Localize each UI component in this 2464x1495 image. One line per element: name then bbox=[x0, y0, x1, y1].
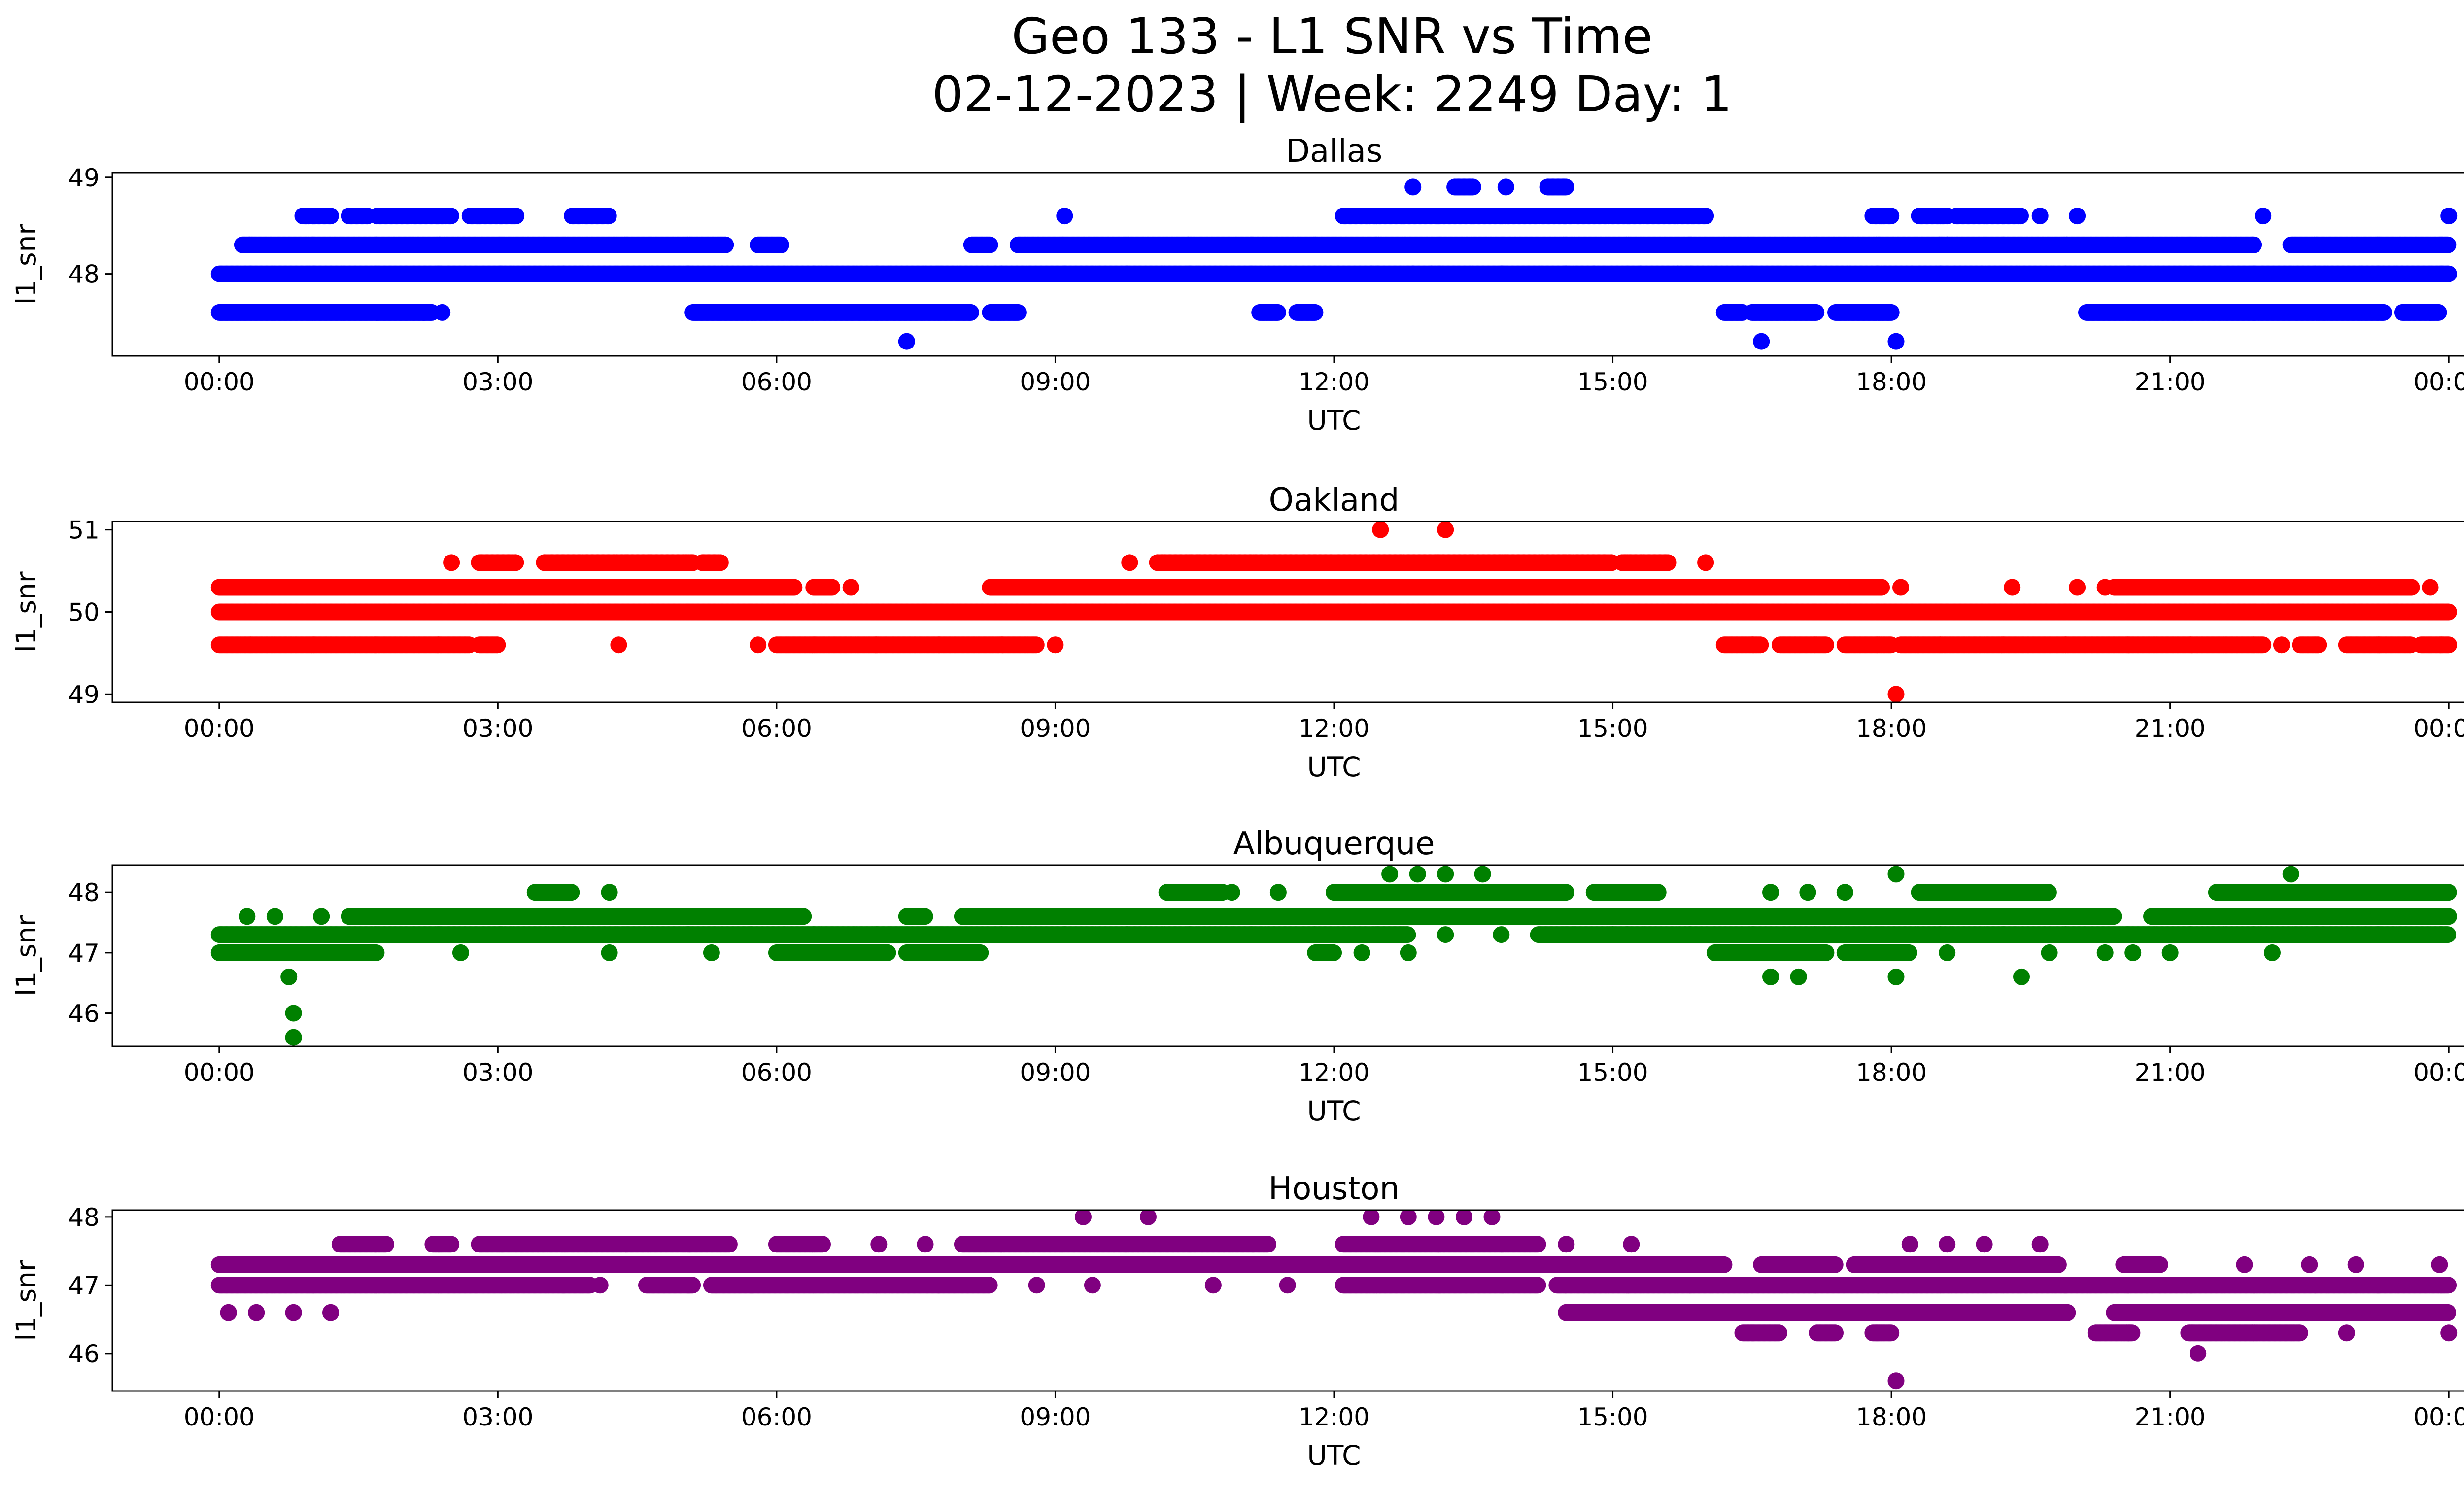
data-point bbox=[1808, 304, 1825, 321]
data-point bbox=[898, 333, 915, 350]
x-tick-label: 00:00 bbox=[184, 368, 255, 396]
data-point bbox=[1056, 208, 1073, 225]
subplot-title: Oakland bbox=[1269, 482, 1400, 519]
data-point bbox=[369, 304, 386, 321]
data-point bbox=[600, 208, 617, 225]
data-point bbox=[1363, 265, 1380, 282]
x-tick-label: 21:00 bbox=[2135, 368, 2206, 396]
data-point bbox=[1585, 265, 1603, 282]
x-tick-label: 09:00 bbox=[1020, 368, 1091, 396]
data-point bbox=[1497, 178, 1514, 196]
scatter-series-dallas bbox=[210, 178, 2458, 350]
data-point bbox=[415, 304, 432, 321]
x-tick-label: 06:00 bbox=[741, 368, 812, 396]
data-point bbox=[442, 208, 459, 225]
data-point bbox=[962, 304, 979, 321]
data-point bbox=[717, 236, 734, 253]
data-point bbox=[1939, 236, 1956, 253]
y-tick-label: 49 bbox=[68, 164, 100, 192]
figure-title-line-2: 02-12-2023 | Week: 2249 Day: 1 bbox=[932, 66, 1732, 123]
data-point bbox=[1404, 178, 1422, 196]
data-point bbox=[1753, 333, 1770, 350]
data-point bbox=[1464, 178, 1481, 196]
subplots: Dallas 00:00 03:00 06:00 09:00 12:00 15:00 18:0… bbox=[10, 133, 2464, 1471]
data-point bbox=[1887, 333, 1905, 350]
x-tick-label: 15:00 bbox=[1577, 368, 1648, 396]
subplot-title: Dallas bbox=[1286, 133, 1383, 170]
x-tick-label: 12:00 bbox=[1299, 368, 1369, 396]
data-point bbox=[2031, 208, 2049, 225]
data-point bbox=[434, 304, 451, 321]
data-point bbox=[2375, 304, 2392, 321]
data-point bbox=[2012, 208, 2029, 225]
figure-title-line-1: Geo 133 - L1 SNR vs Time bbox=[1012, 7, 1653, 65]
data-point bbox=[1493, 265, 1510, 282]
data-point bbox=[508, 208, 525, 225]
data-point bbox=[1697, 208, 1714, 225]
data-point bbox=[981, 236, 998, 253]
data-point bbox=[1882, 208, 1900, 225]
data-point bbox=[1669, 265, 1686, 282]
data-point bbox=[1009, 304, 1027, 321]
x-tick-label: 03:00 bbox=[462, 368, 533, 396]
data-point bbox=[2255, 208, 2272, 225]
data-point bbox=[2440, 208, 2458, 225]
data-point bbox=[1306, 304, 1324, 321]
data-point bbox=[1882, 304, 1900, 321]
x-axis-label: UTC bbox=[1307, 405, 1361, 436]
data-point bbox=[2440, 265, 2457, 282]
y-axis-label: l1_snr bbox=[10, 224, 42, 305]
data-point bbox=[772, 236, 789, 253]
data-point bbox=[1269, 304, 1286, 321]
data-point bbox=[1632, 265, 1649, 282]
data-point bbox=[1404, 265, 1422, 282]
y-tick-label: 48 bbox=[68, 260, 100, 289]
x-tick-label: 00:00 bbox=[2413, 368, 2464, 396]
data-point bbox=[1557, 178, 1574, 196]
scatter-series-oakland bbox=[210, 522, 2457, 702]
subplot-dallas: Dallas 00:00 03:00 06:00 09:00 12:00 15:00 18:0… bbox=[10, 133, 2464, 436]
data-point bbox=[1558, 265, 1575, 282]
data-point bbox=[2069, 208, 2086, 225]
x-tick-label: 18:00 bbox=[1856, 368, 1927, 396]
data-point bbox=[1423, 265, 1440, 282]
data-point bbox=[322, 208, 339, 225]
data-point bbox=[2245, 236, 2262, 253]
data-point bbox=[2439, 236, 2457, 253]
data-point bbox=[2422, 304, 2439, 321]
